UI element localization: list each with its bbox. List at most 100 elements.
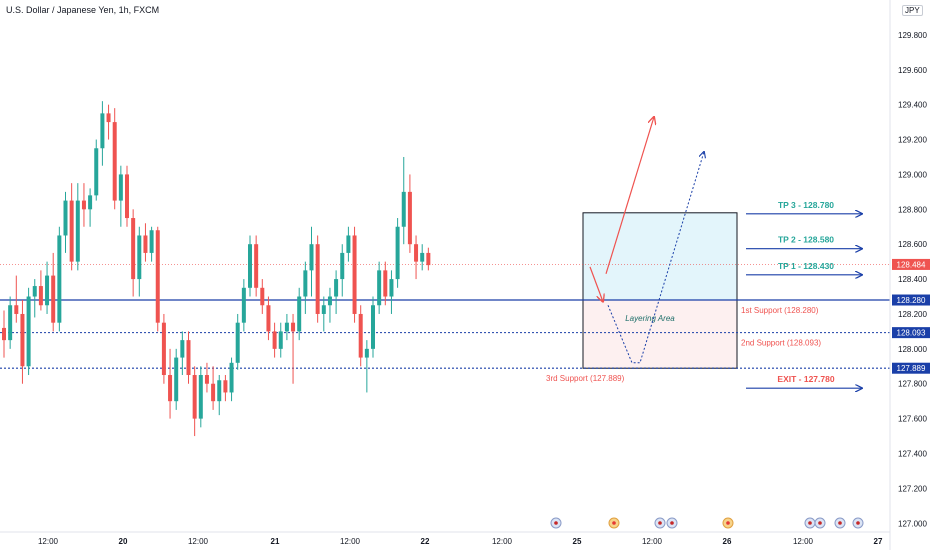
target-label: TP 3 - 128.780	[778, 200, 834, 210]
candle-body[interactable]	[118, 174, 123, 201]
candle-body[interactable]	[352, 235, 357, 314]
price-tick-label: 128.000	[898, 345, 927, 354]
candle-body[interactable]	[272, 331, 277, 349]
candle-body[interactable]	[149, 230, 154, 253]
candle-body[interactable]	[254, 244, 259, 288]
candle-body[interactable]	[340, 252, 345, 280]
candle-body[interactable]	[51, 275, 56, 323]
candle-body[interactable]	[241, 287, 246, 323]
candle-body[interactable]	[192, 375, 197, 419]
candle-body[interactable]	[2, 327, 6, 341]
candle-body[interactable]	[14, 305, 19, 314]
candle-body[interactable]	[211, 383, 216, 402]
candle-body[interactable]	[180, 340, 185, 358]
candle-body[interactable]	[266, 305, 271, 332]
price-tick-label: 127.600	[898, 415, 927, 424]
candle-body[interactable]	[235, 322, 240, 363]
time-tick-label: 12:00	[793, 537, 814, 546]
time-tick-label: 25	[573, 537, 582, 546]
candle-body[interactable]	[106, 113, 111, 123]
candle-body[interactable]	[38, 286, 43, 306]
candle-body[interactable]	[321, 305, 326, 314]
candle-body[interactable]	[57, 235, 62, 323]
candle-body[interactable]	[358, 313, 363, 358]
candle-body[interactable]	[168, 375, 173, 402]
candle-body[interactable]	[186, 340, 191, 376]
candle-body[interactable]	[401, 191, 406, 227]
event-icon-center	[856, 521, 860, 525]
candle-body[interactable]	[420, 252, 425, 262]
candle-body[interactable]	[94, 148, 99, 196]
candle-body[interactable]	[414, 244, 419, 262]
candle-body[interactable]	[389, 279, 394, 297]
candle-body[interactable]	[297, 296, 302, 332]
candle-body[interactable]	[26, 296, 31, 367]
candle-body[interactable]	[278, 331, 283, 349]
candle-body[interactable]	[88, 195, 93, 210]
candle-body[interactable]	[112, 122, 117, 201]
time-tick-label: 21	[271, 537, 280, 546]
price-tick-label: 129.000	[898, 170, 927, 179]
candle-body[interactable]	[217, 380, 222, 402]
event-icon-center	[670, 521, 674, 525]
candle-body[interactable]	[229, 362, 234, 393]
candle-body[interactable]	[248, 244, 252, 288]
target-label: TP 2 - 128.580	[778, 235, 834, 245]
candle-body[interactable]	[20, 313, 25, 367]
candle-body[interactable]	[303, 270, 308, 297]
candle-body[interactable]	[125, 174, 129, 219]
candle-body[interactable]	[143, 235, 148, 253]
candle-body[interactable]	[407, 191, 412, 245]
candle-body[interactable]	[309, 244, 314, 271]
candle-body[interactable]	[161, 322, 166, 376]
candle-body[interactable]	[32, 286, 37, 297]
price-tick-label: 128.600	[898, 240, 927, 249]
candle-body[interactable]	[45, 275, 50, 306]
candle-body[interactable]	[364, 348, 369, 358]
price-tick-label: 129.800	[898, 31, 927, 40]
candle-body[interactable]	[81, 200, 86, 210]
candle-body[interactable]	[131, 218, 136, 280]
candle-body[interactable]	[346, 235, 351, 253]
price-tick-label: 128.400	[898, 275, 927, 284]
candle-body[interactable]	[137, 235, 142, 280]
candle-body[interactable]	[155, 230, 160, 323]
candle-body[interactable]	[371, 305, 375, 349]
candle-body[interactable]	[198, 375, 203, 419]
zone-lower	[583, 300, 737, 369]
candle-body[interactable]	[223, 380, 228, 393]
candle-body[interactable]	[260, 287, 265, 306]
zone-label: Layering Area	[625, 314, 675, 323]
candle-body[interactable]	[291, 322, 296, 332]
candle-body[interactable]	[69, 200, 74, 262]
candle-body[interactable]	[284, 322, 289, 332]
level-price-badge	[892, 327, 930, 339]
target-labels: TP 3 - 128.780 TP 2 - 128.580 TP 1 - 128.4…	[746, 200, 862, 388]
candle-body[interactable]	[8, 305, 13, 341]
exit-label: EXIT - 127.780	[777, 374, 834, 384]
currency-badge[interactable]: JPY	[902, 5, 923, 16]
support-levels: 1st Support (128.280) 2nd Support (128.09…	[0, 264, 890, 383]
candle-body[interactable]	[334, 279, 339, 297]
event-icon-center	[658, 521, 662, 525]
candle-body[interactable]	[100, 113, 105, 149]
support-label: 1st Support (128.280)	[741, 306, 819, 315]
candle-body[interactable]	[204, 375, 209, 384]
candle-body[interactable]	[174, 357, 179, 402]
time-tick-label: 22	[421, 537, 430, 546]
candle-body[interactable]	[63, 200, 68, 236]
candle-body[interactable]	[383, 270, 388, 297]
candle-body[interactable]	[315, 244, 320, 314]
candle-body[interactable]	[395, 226, 400, 280]
target-label: TP 1 - 128.430	[778, 261, 834, 271]
candle-body[interactable]	[377, 270, 382, 306]
candle-body[interactable]	[327, 296, 332, 306]
candle-body[interactable]	[75, 200, 80, 262]
time-tick-label: 12:00	[188, 537, 209, 546]
price-tick-label: 128.800	[898, 205, 927, 214]
candle-body[interactable]	[426, 252, 431, 266]
bullish-projection-arrow	[605, 117, 654, 275]
